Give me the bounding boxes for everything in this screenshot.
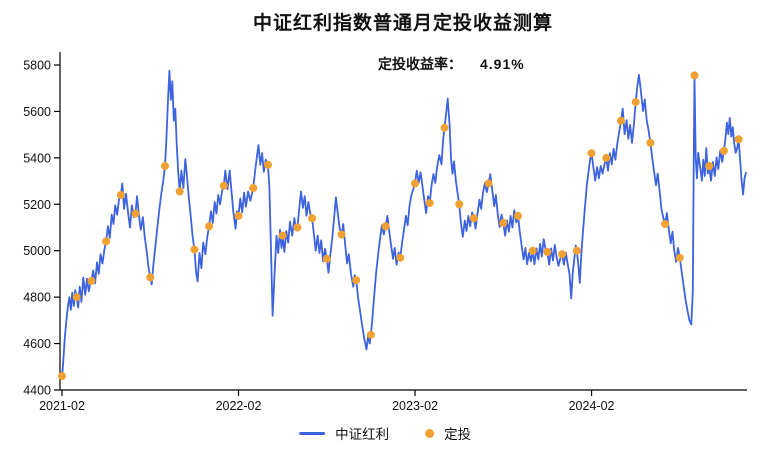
invest-dot xyxy=(205,222,214,231)
invest-dot xyxy=(131,209,140,218)
invest-dot xyxy=(602,153,611,162)
invest-dot xyxy=(705,162,714,170)
y-tick-label: 4400 xyxy=(23,384,51,398)
return-rate-value: 4.91% xyxy=(480,56,525,72)
invest-dot xyxy=(469,214,478,223)
invest-dot xyxy=(116,191,125,199)
legend-item-line[interactable]: 中证红利 xyxy=(299,423,389,443)
invest-dot xyxy=(278,231,287,240)
invest-dot xyxy=(72,293,81,302)
line-series-marker-icon xyxy=(299,431,326,435)
legend-dot-label: 定投 xyxy=(444,427,472,442)
invest-dot xyxy=(396,253,405,262)
invest-dot xyxy=(219,181,228,190)
y-tick-label: 5000 xyxy=(23,244,51,258)
invest-dot xyxy=(411,179,419,188)
dot-series-marker-icon xyxy=(425,428,435,438)
invest-dot xyxy=(425,199,434,208)
invest-dot xyxy=(617,116,625,125)
chart-title: 中证红利指数普通月定投收益测算 xyxy=(252,13,553,34)
invest-dot xyxy=(558,250,567,259)
invest-dot xyxy=(499,218,508,227)
invest-dot xyxy=(190,245,199,254)
invest-dot xyxy=(161,162,169,170)
invest-dot xyxy=(734,135,743,144)
invest-dot xyxy=(543,247,552,256)
invest-dot xyxy=(263,160,272,169)
x-tick-label: 2021-02 xyxy=(39,399,85,413)
invest-dot xyxy=(308,214,317,223)
x-tick-label: 2024-02 xyxy=(569,399,615,413)
invest-dot xyxy=(528,246,537,255)
invest-dot xyxy=(646,138,655,147)
y-tick-label: 4600 xyxy=(23,337,51,351)
x-tick-label: 2022-02 xyxy=(216,399,262,413)
invest-dot xyxy=(675,253,684,262)
y-tick-label: 4800 xyxy=(23,291,51,305)
invest-dot xyxy=(58,372,66,381)
index-price-line xyxy=(61,69,747,380)
invest-dot xyxy=(661,220,670,228)
invest-dot xyxy=(455,200,464,209)
invest-dot xyxy=(366,330,375,339)
invest-dot xyxy=(322,254,331,263)
invest-dot xyxy=(337,230,346,239)
invest-dot xyxy=(87,276,96,285)
y-tick-label: 5800 xyxy=(23,59,51,73)
invest-dot xyxy=(690,71,699,80)
return-rate-label: 定投收益率： xyxy=(378,56,462,72)
invest-dot xyxy=(719,146,728,155)
invest-dot xyxy=(249,184,258,192)
invest-dot xyxy=(484,179,493,188)
invest-dot xyxy=(102,237,111,246)
invest-dot xyxy=(175,187,184,196)
invest-dot xyxy=(631,98,640,107)
invest-dot xyxy=(234,211,243,220)
chart-legend: 中证红利 定投 xyxy=(299,423,471,443)
return-rate-annotation: 定投收益率： 4.91% xyxy=(378,54,525,74)
invest-dot xyxy=(587,149,596,158)
invest-dot xyxy=(381,222,390,231)
invest-dot xyxy=(293,223,302,232)
legend-item-dot[interactable]: 定投 xyxy=(425,423,471,443)
legend-line-label: 中证红利 xyxy=(335,427,390,442)
invest-dot xyxy=(514,211,522,220)
x-tick-label: 2023-02 xyxy=(392,399,438,413)
invest-dot xyxy=(352,276,361,285)
y-tick-label: 5600 xyxy=(23,105,51,119)
y-tick-label: 5200 xyxy=(23,198,51,212)
invest-dot xyxy=(572,246,581,255)
invest-dot xyxy=(440,123,449,132)
y-tick-label: 5400 xyxy=(23,151,51,165)
invest-dot xyxy=(146,273,155,282)
